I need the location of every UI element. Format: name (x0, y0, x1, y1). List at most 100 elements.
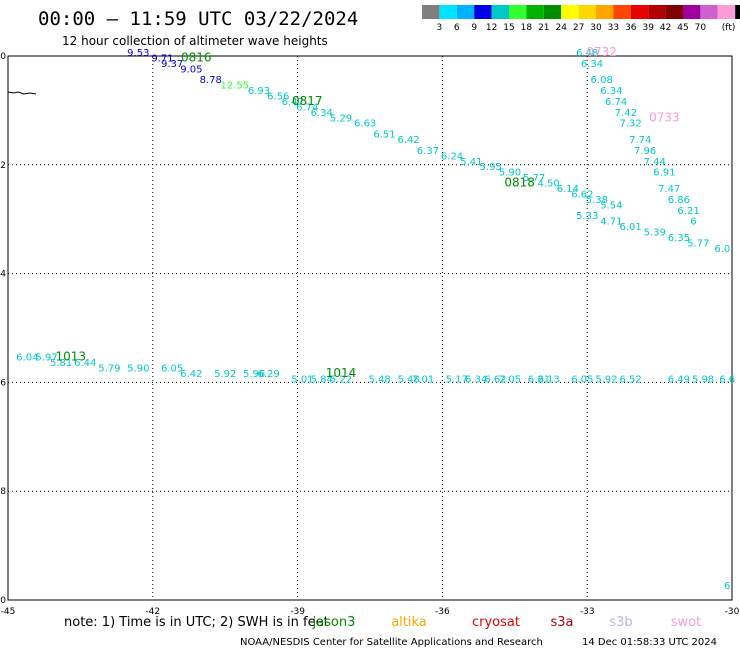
colorbar-label: 24 (555, 23, 567, 33)
footer: note: 1) Time is in UTC; 2) SWH is in fe… (64, 615, 717, 648)
wave-height-label: 7.32 (620, 119, 642, 130)
x-tick-label: -39 (290, 607, 305, 617)
wave-height-label: 12.55 (221, 81, 250, 92)
colorbar-swatch (717, 5, 736, 19)
wave-height-label: 4.50 (537, 179, 559, 190)
wave-height-label: 5.22 (330, 374, 352, 385)
wave-height-label: 5.17 (446, 374, 468, 385)
colorbar-swatch (630, 5, 649, 19)
wave-height-label: 5.77 (523, 173, 545, 184)
satellite-name: cryosat (472, 615, 520, 630)
colorbar-swatch (474, 5, 492, 19)
wave-height-label: 5.95 (480, 162, 502, 173)
wave-height-label: 5.92 (214, 369, 236, 380)
wave-height-label: 9.05 (180, 64, 202, 75)
wave-height-label: 6.13 (537, 374, 559, 385)
wave-height-label: 7.05 (499, 374, 521, 385)
footer-note: note: 1) Time is in UTC; 2) SWH is in fe… (64, 615, 329, 630)
wave-height-label: 6.49 (668, 374, 690, 385)
wave-height-label: 6.74 (605, 97, 627, 108)
wave-height-label: 6.05 (571, 374, 593, 385)
wave-height-label: 6.56 (267, 92, 289, 103)
wave-height-label: 5.92 (595, 374, 617, 385)
wave-height-label: 5.79 (98, 364, 120, 375)
wave-height-label: 7.74 (629, 135, 651, 146)
pass-time-label: 1014 (326, 366, 357, 380)
wave-height-label: 6.44 (74, 358, 96, 369)
wave-height-label: 5.48 (397, 374, 419, 385)
x-tick-label: -30 (725, 607, 740, 617)
satellite-name: swot (671, 615, 701, 630)
x-tick-label: -36 (435, 607, 450, 617)
y-tick-label: -70 (0, 596, 6, 606)
wave-height-label: 6.42 (180, 369, 202, 380)
colorbar-swatch (596, 5, 614, 19)
wave-height-label: 5.81 (50, 358, 72, 369)
wave-height-label: 6.01 (620, 222, 642, 233)
colorbar-swatch (683, 5, 701, 19)
colorbar-label: 6 (454, 23, 460, 33)
colorbar-label: 18 (521, 23, 533, 33)
y-tick-label: -62 (0, 161, 6, 171)
satellite-legend: jason3 altika cryosat s3a s3b swot (312, 615, 702, 630)
colorbar-label: 3 (437, 23, 443, 33)
wave-height-label: 7.47 (658, 184, 680, 195)
wave-height-label: 6.91 (653, 168, 675, 179)
satellite-name: s3a (550, 615, 573, 630)
colorbar-swatch (665, 5, 683, 19)
wave-height-label: 6.52 (620, 374, 642, 385)
wave-height-label: 5.84 (311, 374, 333, 385)
wave-height-label: 5.39 (644, 228, 666, 239)
wave-height-label: 6.93 (248, 86, 270, 97)
wave-height-label: 6.05 (161, 364, 183, 375)
satellite-name: s3b (609, 615, 632, 630)
colorbar-unit: (ft) (722, 23, 736, 33)
wave-height-label: 6.21 (528, 374, 550, 385)
colorbar-label: 45 (677, 23, 688, 33)
wave-height-label: 5.77 (687, 238, 709, 249)
colorbar-swatch (509, 5, 527, 19)
wave-height-label: 5.98 (692, 374, 714, 385)
wave-height-label: 6.47 (282, 97, 304, 108)
wave-height-label: 6.21 (677, 206, 699, 217)
colorbar-swatch (491, 5, 509, 19)
wave-height-label: 4.71 (600, 217, 622, 228)
wave-height-label: 7.96 (634, 146, 656, 157)
wave-height-label: 6.37 (417, 146, 439, 157)
colorbar-swatch (543, 5, 562, 19)
footer-timestamp: 14 Dec 01:58:33 UTC 2024 (582, 637, 717, 648)
chart-title: 00:00 – 11:59 UTC 03/22/2024 (38, 8, 358, 30)
colorbar-swatch (422, 5, 440, 19)
wave-height-label: 7.01 (412, 374, 434, 385)
wave-height-label: 6.08 (591, 75, 613, 86)
wave-height-label: 7.42 (615, 108, 637, 119)
colorbar-swatch (578, 5, 596, 19)
wave-height-label: 6.6 (719, 374, 735, 385)
x-tick-label: -42 (145, 607, 160, 617)
wave-height-label: 6.63 (354, 119, 376, 130)
wave-height-label: 6.34 (465, 374, 487, 385)
wave-height-label: 6.35 (668, 233, 690, 244)
wave-height-label: 5.29 (330, 113, 352, 124)
colorbar-swatch (700, 5, 718, 19)
y-tick-label: -68 (0, 487, 6, 497)
colorbar-label: 33 (608, 23, 619, 33)
coastline-island (7, 91, 37, 95)
wave-height-label: 6.29 (258, 369, 280, 380)
wave-height-label: 5.01 (291, 374, 313, 385)
wave-height-label: 6.51 (373, 130, 395, 141)
colorbar-label: 9 (471, 23, 477, 33)
x-tick-label: -45 (1, 607, 16, 617)
wave-height-label: 6 (724, 581, 730, 592)
pass-time-label: 1013 (55, 350, 86, 364)
colorbar-swatch (526, 5, 544, 19)
pass-time-label: 0816 (181, 50, 212, 64)
wave-height-label: 6.14 (557, 184, 579, 195)
wave-height-label: 6.34 (600, 86, 622, 97)
colorbar-swatch (735, 5, 740, 19)
wave-height-label: 5.97 (35, 353, 57, 364)
y-tick-label: -66 (0, 378, 6, 388)
wave-height-label: 6 (690, 217, 696, 228)
wave-height-label: 6.0 (714, 244, 730, 255)
wave-height-label: 6.62 (571, 189, 593, 200)
